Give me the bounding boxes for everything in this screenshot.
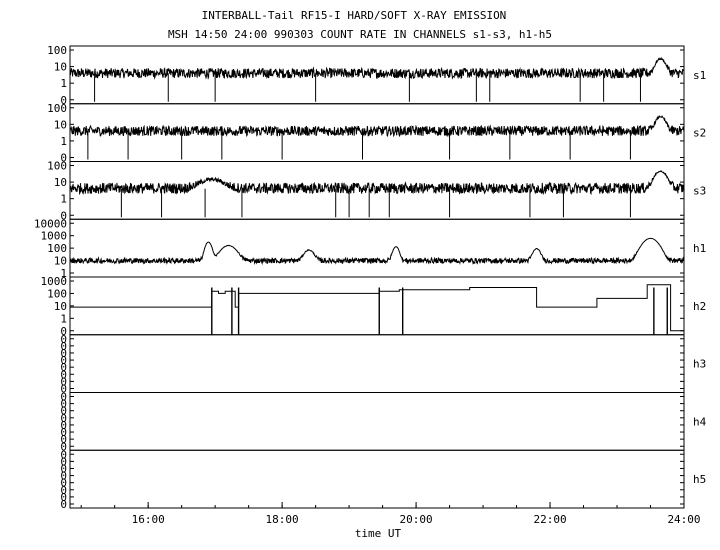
y-tick-label: 10 [54, 300, 67, 313]
channel-label: s3 [693, 184, 706, 197]
y-tick-label: 0 [60, 426, 67, 439]
x-axis-label: time UT [355, 527, 402, 540]
y-tick-label: 1 [60, 135, 67, 148]
y-tick-label: 0 [60, 491, 67, 504]
y-tick-label: 0 [60, 152, 67, 165]
panel-frame [69, 276, 685, 336]
y-tick-label: 1000 [41, 275, 68, 288]
y-tick-label: 0 [60, 325, 67, 338]
y-tick-label: 100 [47, 44, 67, 57]
y-tick-label: 1 [60, 193, 67, 206]
y-tick-label: 100 [47, 287, 67, 300]
x-axis: 16:00 18:00 20:00 22:00 24:00 [80, 502, 701, 526]
channel-label: s1 [693, 69, 706, 82]
y-tick-label: 0 [60, 383, 67, 396]
x-tick-label: 22:00 [533, 513, 566, 526]
panel-frame [69, 449, 685, 509]
y-tick-label: 0 [60, 405, 67, 418]
y-tick-label: 0 [60, 484, 67, 497]
panel-frame [69, 334, 685, 393]
y-tick-label: 0 [60, 333, 67, 346]
y-tick-label: 1 [60, 267, 67, 280]
y-tick-label: 0 [60, 412, 67, 425]
x-tick-label: 16:00 [132, 513, 165, 526]
chart-title: INTERBALL-Tail RF15-I HARD/SOFT X-RAY EM… [202, 9, 507, 22]
y-tick-label: 0 [60, 375, 67, 388]
panel-frame [69, 218, 685, 278]
y-tick-label: 0 [60, 391, 67, 404]
series-line [69, 115, 685, 138]
y-tick-label: 0 [60, 462, 67, 475]
y-tick-label: 1000 [41, 230, 68, 243]
series-line [69, 56, 685, 80]
panels-group: 1001010s11001010s21001010s31000010001001… [34, 44, 707, 511]
y-tick-label: 10 [54, 61, 67, 74]
y-tick-label: 0 [60, 455, 67, 468]
y-tick-label: 10 [54, 118, 67, 131]
y-tick-label: 0 [60, 209, 67, 222]
y-tick-label: 0 [60, 448, 67, 461]
y-tick-label: 100 [47, 160, 67, 173]
y-tick-label: 1 [60, 77, 67, 90]
series-line [69, 170, 685, 196]
y-tick-label: 0 [60, 354, 67, 367]
series-line [70, 284, 684, 332]
y-tick-label: 10000 [34, 217, 67, 230]
y-tick-label: 0 [60, 498, 67, 511]
channel-label: h1 [693, 242, 706, 255]
channel-label: s2 [693, 127, 706, 140]
panel-frame [69, 392, 685, 451]
y-tick-label: 0 [60, 94, 67, 107]
channel-label: h2 [693, 300, 706, 313]
y-tick-label: 0 [60, 347, 67, 360]
x-tick-label: 18:00 [266, 513, 299, 526]
y-tick-label: 0 [60, 419, 67, 432]
channel-label: h5 [693, 473, 706, 486]
series-line [69, 237, 685, 266]
x-tick-label: 24:00 [667, 513, 700, 526]
y-tick-label: 0 [60, 340, 67, 353]
y-tick-label: 10 [54, 176, 67, 189]
y-tick-label: 0 [60, 398, 67, 411]
y-tick-label: 0 [60, 433, 67, 446]
y-tick-label: 0 [60, 361, 67, 374]
y-tick-label: 1 [60, 312, 67, 325]
y-tick-label: 0 [60, 470, 67, 483]
chart-subtitle: MSH 14:50 24:00 990303 COUNT RATE IN CHA… [168, 28, 552, 41]
channel-label: h3 [693, 358, 706, 371]
y-tick-label: 100 [47, 242, 67, 255]
y-tick-label: 0 [60, 477, 67, 490]
y-tick-label: 100 [47, 102, 67, 115]
channel-label: h4 [693, 415, 707, 428]
y-tick-label: 0 [60, 368, 67, 381]
x-tick-label: 20:00 [400, 513, 433, 526]
y-tick-label: 0 [60, 440, 67, 453]
y-tick-label: 10 [54, 255, 67, 268]
